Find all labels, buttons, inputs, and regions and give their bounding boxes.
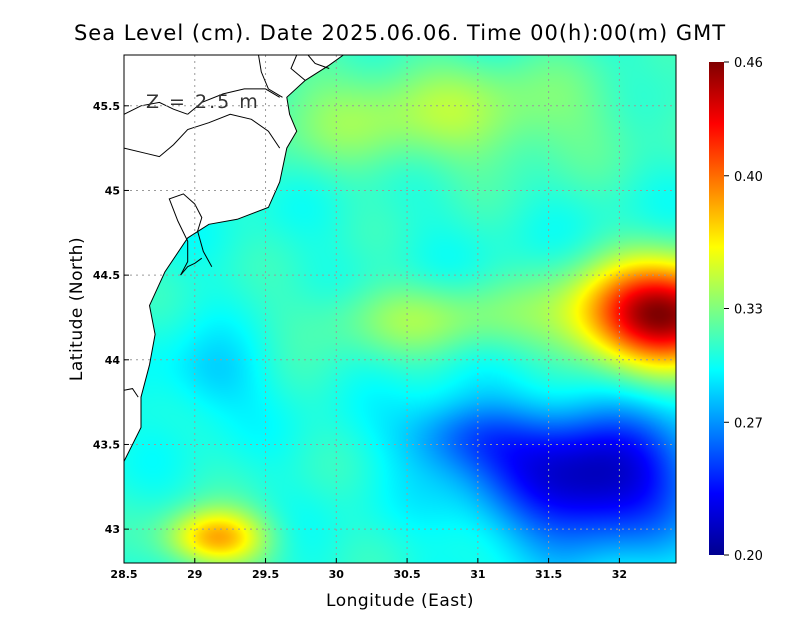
coastline-segment — [180, 257, 203, 276]
x-tick-label: 30.5 — [394, 568, 421, 581]
colorbar-tick-label: 0.33 — [734, 303, 763, 318]
x-tick-label: 31.5 — [535, 568, 562, 581]
x-tick-label: 30 — [329, 568, 345, 581]
y-tick-label: 45.5 — [93, 100, 120, 113]
coastline-segment — [168, 193, 213, 276]
x-tick-label: 32 — [612, 568, 627, 581]
colorbar-tick-label: 0.46 — [734, 56, 763, 71]
y-axis: 43 43.5 44 44.5 45 45.5 — [93, 100, 129, 536]
x-axis-label: Longitude (East) — [326, 591, 474, 611]
land-area — [124, 55, 344, 462]
y-tick-label: 44.5 — [93, 269, 120, 282]
x-tick-label: 29 — [187, 568, 202, 581]
x-tick-label: 31 — [470, 568, 485, 581]
y-tick-label: 43 — [105, 523, 120, 536]
colorbar-tick-label: 0.20 — [734, 549, 763, 564]
x-axis: 28.5 29 29.5 30 30.5 31 31.5 32 — [110, 558, 627, 581]
colorbar — [709, 62, 724, 555]
colorbar-gradient — [709, 62, 724, 555]
coastline-segment — [124, 101, 188, 115]
x-tick-label: 29.5 — [252, 568, 279, 581]
coastline-segment — [290, 55, 306, 81]
coastline-segment — [258, 55, 283, 98]
colorbar-ticks: 0.20 0.27 0.33 0.40 0.46 — [724, 56, 763, 564]
coastline-segment — [307, 55, 330, 69]
grid-lines — [124, 55, 676, 563]
chart-title: Sea Level (cm). Date 2025.06.06. Time 00… — [74, 21, 726, 45]
coastline — [124, 55, 344, 462]
x-tick-label: 28.5 — [110, 568, 137, 581]
plot-frame — [123, 54, 677, 564]
coastline-segment — [124, 113, 281, 158]
coastline-segment — [187, 88, 280, 115]
y-tick-label: 45 — [105, 184, 120, 197]
coastline-segment — [124, 388, 139, 398]
y-tick-label: 43.5 — [93, 438, 120, 451]
y-tick-label: 44 — [105, 354, 121, 367]
coastline-edge — [124, 55, 344, 462]
land-mask — [124, 55, 344, 462]
depth-annotation: Z = 2.5 m — [146, 91, 260, 113]
colorbar-tick-label: 0.27 — [734, 416, 763, 431]
y-axis-label: Latitude (North) — [67, 237, 87, 381]
colorbar-tick-label: 0.40 — [734, 170, 763, 185]
